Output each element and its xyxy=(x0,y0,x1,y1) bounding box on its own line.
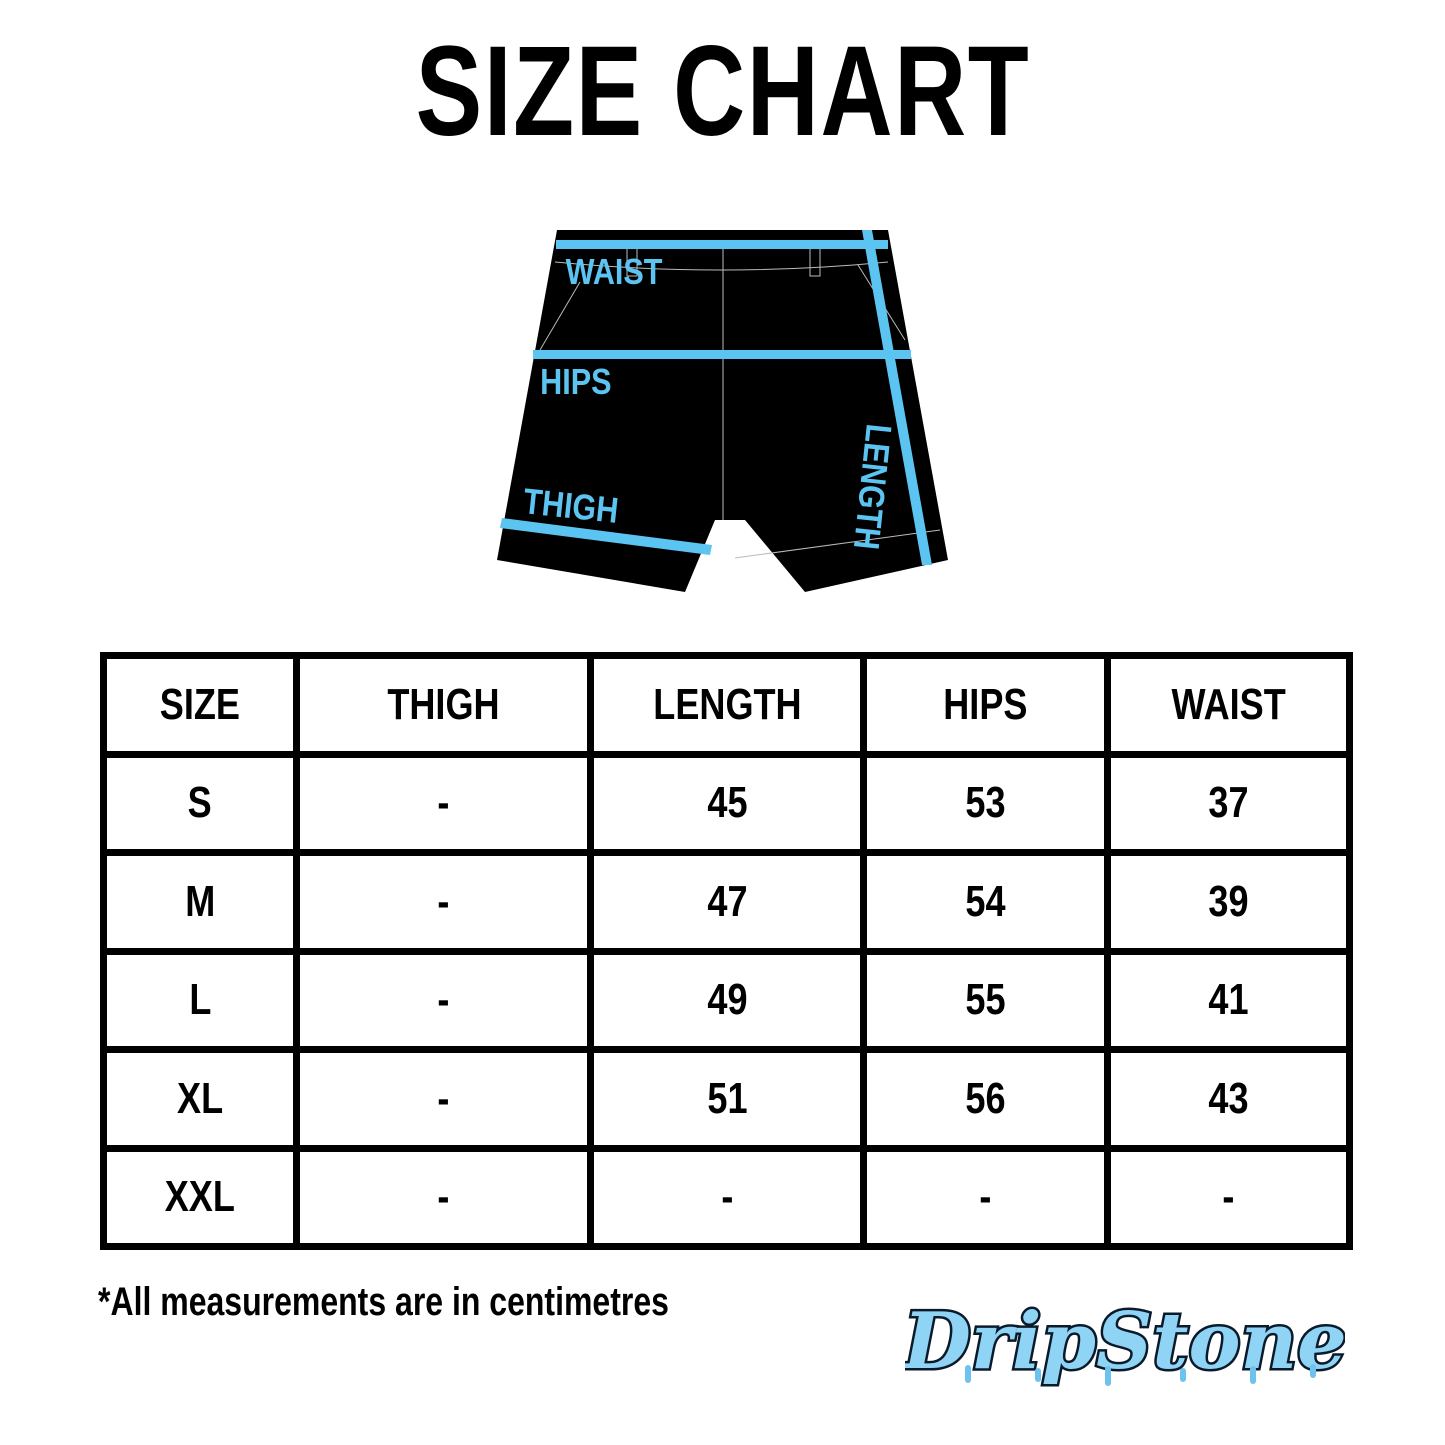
cell-thigh: - xyxy=(293,1144,594,1250)
table-row: L - 49 55 41 xyxy=(100,947,1353,1053)
waist-label: WAIST xyxy=(566,253,663,293)
table-header-row: SIZE THIGH LENGTH HIPS WAIST xyxy=(100,652,1353,758)
cell-size: XXL xyxy=(100,1144,300,1250)
cell-length: 49 xyxy=(587,947,867,1053)
hips-line xyxy=(533,350,911,359)
cell-size: L xyxy=(100,947,300,1053)
cell-waist: 39 xyxy=(1104,849,1353,955)
size-table: SIZE THIGH LENGTH HIPS WAIST S - 45 53 3… xyxy=(100,652,1353,1250)
cell-thigh: - xyxy=(293,1046,594,1152)
cell-thigh: - xyxy=(293,947,594,1053)
cell-size: XL xyxy=(100,1046,300,1152)
cell-length: 51 xyxy=(587,1046,867,1152)
length-line xyxy=(862,230,932,565)
cell-size: S xyxy=(100,750,300,856)
header-thigh: THIGH xyxy=(293,652,594,758)
cell-size: M xyxy=(100,849,300,955)
cell-length: - xyxy=(587,1144,867,1250)
cell-hips: - xyxy=(860,1144,1111,1250)
cell-waist: 37 xyxy=(1104,750,1353,856)
hips-label: HIPS xyxy=(540,363,611,403)
header-length: LENGTH xyxy=(587,652,867,758)
cell-hips: 56 xyxy=(860,1046,1111,1152)
cell-hips: 55 xyxy=(860,947,1111,1053)
header-hips: HIPS xyxy=(860,652,1111,758)
dripstone-logo: DripStone xyxy=(905,1294,1345,1390)
cell-length: 47 xyxy=(587,849,867,955)
drip-marks xyxy=(965,1364,1316,1386)
measure-lines xyxy=(500,230,932,565)
measurement-note: *All measurements are in centimetres xyxy=(98,1280,669,1324)
cell-waist: 41 xyxy=(1104,947,1353,1053)
cell-length: 45 xyxy=(587,750,867,856)
logo-text: DripStone xyxy=(905,1296,1345,1387)
table-row: XL - 51 56 43 xyxy=(100,1046,1353,1152)
shorts-diagram: WAIST HIPS THIGH LENGTH xyxy=(497,230,948,592)
table-row: M - 47 54 39 xyxy=(100,849,1353,955)
page-title: SIZE CHART xyxy=(0,22,1445,162)
cell-waist: 43 xyxy=(1104,1046,1353,1152)
header-waist: WAIST xyxy=(1104,652,1353,758)
cell-waist: - xyxy=(1104,1144,1353,1250)
header-size: SIZE xyxy=(100,652,300,758)
thigh-label: THIGH xyxy=(521,482,620,532)
cell-hips: 54 xyxy=(860,849,1111,955)
cell-hips: 53 xyxy=(860,750,1111,856)
cell-thigh: - xyxy=(293,849,594,955)
thigh-line xyxy=(500,518,712,555)
cell-thigh: - xyxy=(293,750,594,856)
table-row: XXL - - - - xyxy=(100,1144,1353,1250)
table-row: S - 45 53 37 xyxy=(100,750,1353,856)
waist-line xyxy=(556,240,888,249)
title-text: SIZE CHART xyxy=(415,20,1030,163)
